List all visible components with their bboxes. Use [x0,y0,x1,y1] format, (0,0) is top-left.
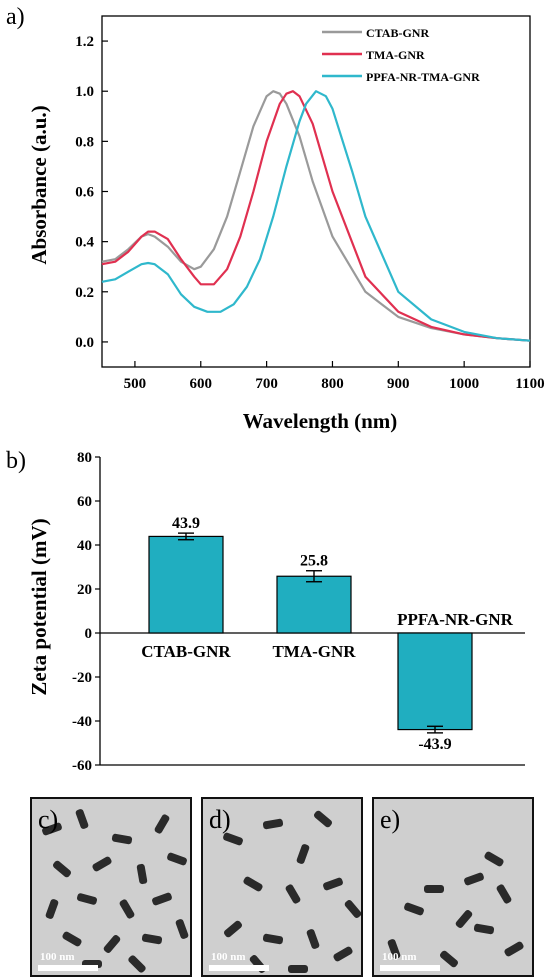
scale-bar-label: 100 nm [211,951,246,963]
y-tick-label: 0.2 [75,285,94,301]
y-tick-label: 0.4 [75,235,94,251]
nanorod [288,965,308,973]
y-axis-label-zeta: Zeta potential (mV) [27,518,51,695]
legend-entry: TMA-GNR [366,48,425,62]
y-tick-label: -60 [72,758,92,774]
nanorod [404,902,424,916]
x-tick-label: 1000 [449,376,479,392]
nanorod [76,893,98,905]
nanorod [141,933,163,945]
x-tick-label: 600 [190,376,213,392]
nanorod [167,852,187,866]
panel-label-b: b) [6,448,26,474]
nanorod [119,899,135,919]
nanorod [128,955,146,973]
y-tick-label: 0.8 [75,134,94,150]
y-tick-label: 80 [77,450,92,466]
nanorod [464,872,484,886]
nanorod [439,950,459,968]
tem-image-d: d) 100 nm [201,797,363,977]
y-tick-label: -20 [72,670,92,686]
data-label: 43.9 [172,515,200,532]
nanorod [103,934,121,954]
bar-ppfa-nr-gnr [397,632,473,731]
scale-bar-label: 100 nm [382,951,417,963]
zeta-potential-chart: -60 -40 -20 0 20 40 60 80 43.9 CTAB-GNR 25.8 TMA-G… [27,450,525,774]
y-axis-label: Absorbance (a.u.) [27,105,51,264]
y-tick-label: 0.6 [75,185,94,201]
data-label: -43.9 [418,736,451,753]
nanorod [424,885,444,893]
tem-label-e: e) [380,805,401,834]
nanorod [175,919,189,939]
y-tick-label: 40 [77,538,92,554]
series-line-tma-gnr [101,90,531,342]
nanorod [62,931,82,947]
y-tick-label: 20 [77,582,92,598]
panel-label-a: a) [6,4,25,30]
tem-image-c: c) 100 nm [30,797,192,977]
nanorod [154,814,170,834]
y-tick-label: 1.2 [75,34,94,50]
bar-ctab-gnr [148,535,224,634]
nanorod [484,851,504,867]
y-tick-label: 0 [85,626,93,642]
nanorod [306,929,320,949]
x-axis-label: Wavelength (nm) [243,409,398,433]
nanorod [92,856,112,872]
nanorod [455,909,473,929]
series-line-ctab-gnr [101,90,531,342]
scale-bar [209,965,269,971]
nanorod [223,832,243,846]
scale-bar [380,965,440,971]
nanorod [136,863,148,885]
nanorod [152,892,172,906]
y-tick-label: 60 [77,494,92,510]
x-tick-label: 500 [124,376,147,392]
nanorod [52,860,72,878]
nanorod [387,939,401,959]
category-label: TMA-GNR [272,642,356,661]
nanorod [111,833,133,845]
nanorod [285,884,301,904]
category-label: PPFA-NR-GNR [397,610,514,629]
absorbance-chart: 500 600 700 800 900 1000 1100 0.0 0.2 0.4 0.6 0.8 1.… [27,15,545,433]
nanorod [496,884,512,904]
nanorod [323,877,343,891]
nanorod [296,844,310,864]
x-tick-label: 800 [321,376,344,392]
nanorod [473,923,495,935]
x-tick-label: 700 [255,376,278,392]
nanorod [45,899,59,919]
category-label: CTAB-GNR [141,642,231,661]
nanorod [333,946,353,962]
legend-entry: PPFA-NR-TMA-GNR [366,70,480,84]
nanorod [344,899,361,919]
nanorod [262,933,284,945]
tem-label-c: c) [38,805,59,834]
scale-bar [38,965,98,971]
x-tick-label: 900 [387,376,410,392]
bar-tma-gnr [276,575,352,634]
y-tick-label: 0.0 [75,335,94,351]
scale-bar-label: 100 nm [40,951,75,963]
nanorod [243,876,263,892]
data-label: 25.8 [300,553,328,570]
legend-entry: CTAB-GNR [366,26,429,40]
nanorod [313,810,333,828]
nanorod [42,822,62,836]
x-tick-label: 1100 [515,376,544,392]
nanorod [223,920,243,938]
nanorod [75,809,89,829]
y-tick-label: 1.0 [75,84,94,100]
tem-background [374,799,532,975]
tem-image-e: e) 100 nm [372,797,534,977]
y-tick-label: -40 [72,714,92,730]
series-line-ppfa-nr-tma-gnr [101,90,531,342]
tem-label-d: d) [209,805,231,834]
nanorod [504,941,524,957]
nanorod [262,818,284,830]
